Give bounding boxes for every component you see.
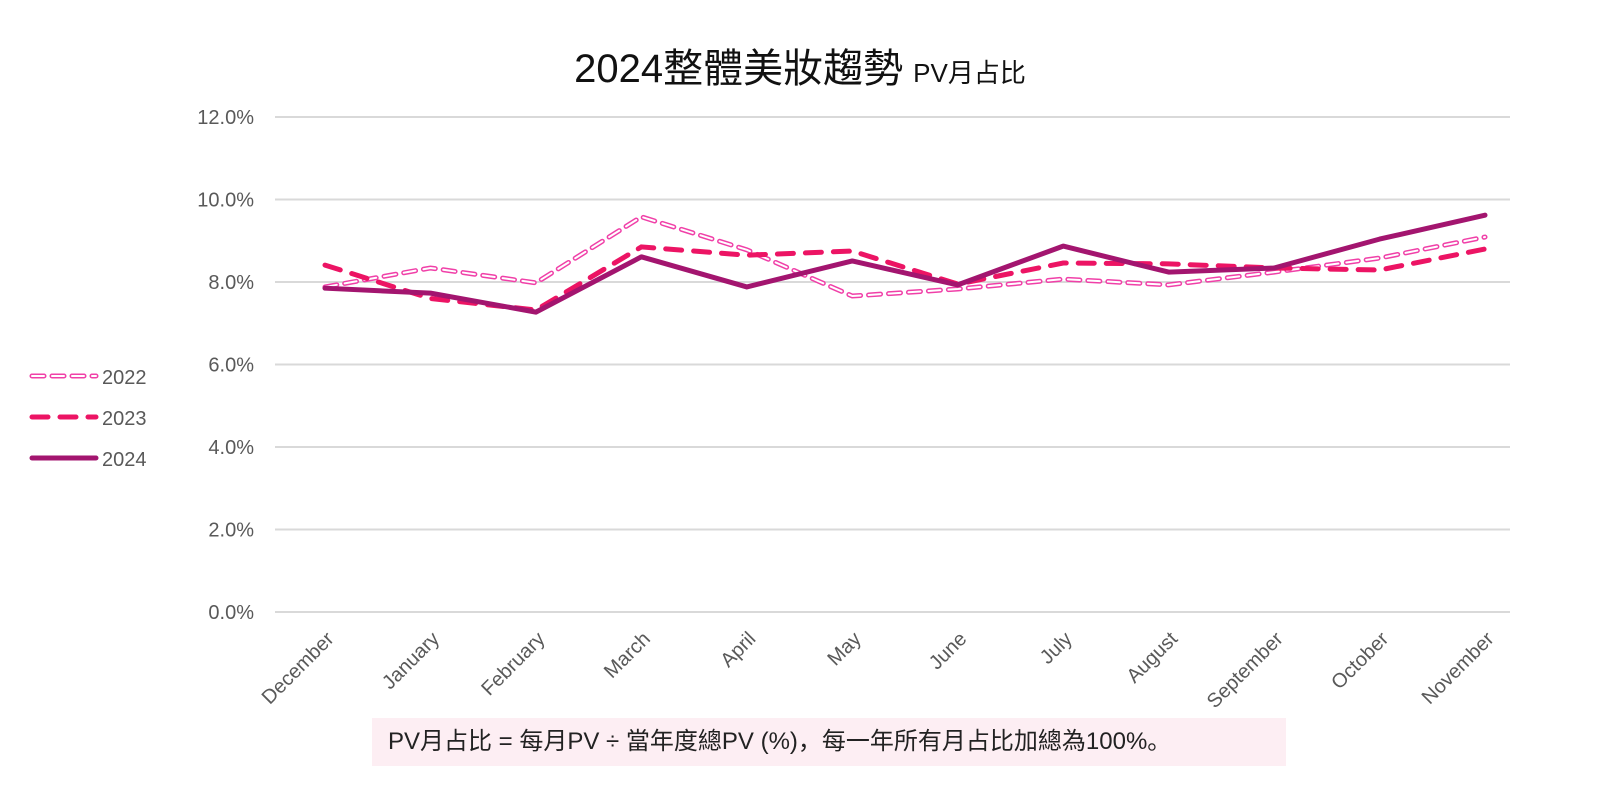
x-tick-label: May [824,628,866,670]
y-tick-label: 10.0% [197,190,254,212]
legend-label: 2022 [102,367,147,389]
x-tick-label: October [1327,628,1393,694]
x-tick-label: April [717,628,761,672]
legend-item-2023: 2023 [29,408,147,430]
legend-item-2022: 2022 [29,367,147,389]
chart-subtitle: PV月占比 [913,58,1026,88]
series-2024 [322,212,1488,315]
x-tick-label: June [925,628,971,674]
y-tick-label: 8.0% [208,272,254,294]
y-tick-label: 6.0% [208,355,254,377]
x-tick-label: August [1123,628,1183,688]
x-tick-label: February [477,628,549,700]
x-tick-label: December [258,628,339,709]
series-line-2024 [322,212,1488,315]
y-tick-label: 12.0% [197,107,254,129]
x-tick-label: July [1036,628,1077,669]
y-tick-label: 2.0% [208,520,254,542]
legend-label: 2024 [102,449,147,471]
x-tick-label: January [378,628,444,694]
x-tick-label: September [1203,628,1288,713]
y-tick-label: 0.0% [208,602,254,624]
chart-title-main: 2024整體美妝趨勢 [574,47,904,91]
chart-title: 2024整體美妝趨勢 PV月占比 [0,36,1600,94]
footnote: PV月占比 = 每月PV ÷ 當年度總PV (%)，每一年所有月占比加總為100… [372,718,1286,766]
x-tick-label: March [600,628,655,683]
legend-label: 2023 [102,408,147,430]
x-tick-label: November [1418,628,1499,709]
y-tick-label: 4.0% [208,437,254,459]
legend-item-2024: 2024 [29,449,147,471]
